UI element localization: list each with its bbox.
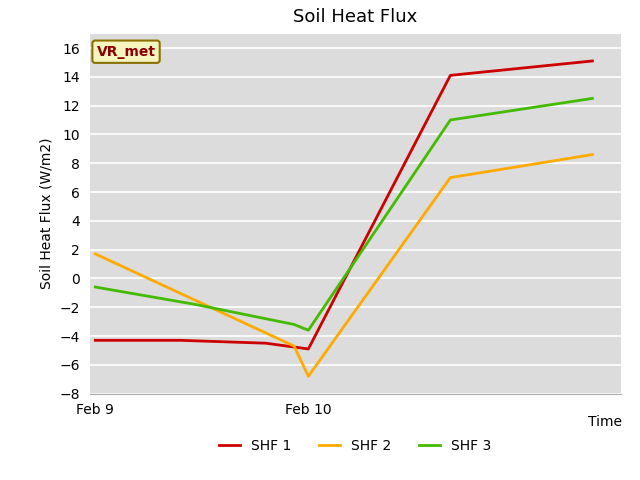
Title: Soil Heat Flux: Soil Heat Flux [293,9,417,26]
Text: VR_met: VR_met [97,45,156,59]
Legend: SHF 1, SHF 2, SHF 3: SHF 1, SHF 2, SHF 3 [214,433,497,459]
Y-axis label: Soil Heat Flux (W/m2): Soil Heat Flux (W/m2) [40,138,54,289]
X-axis label: Time: Time [588,415,622,429]
